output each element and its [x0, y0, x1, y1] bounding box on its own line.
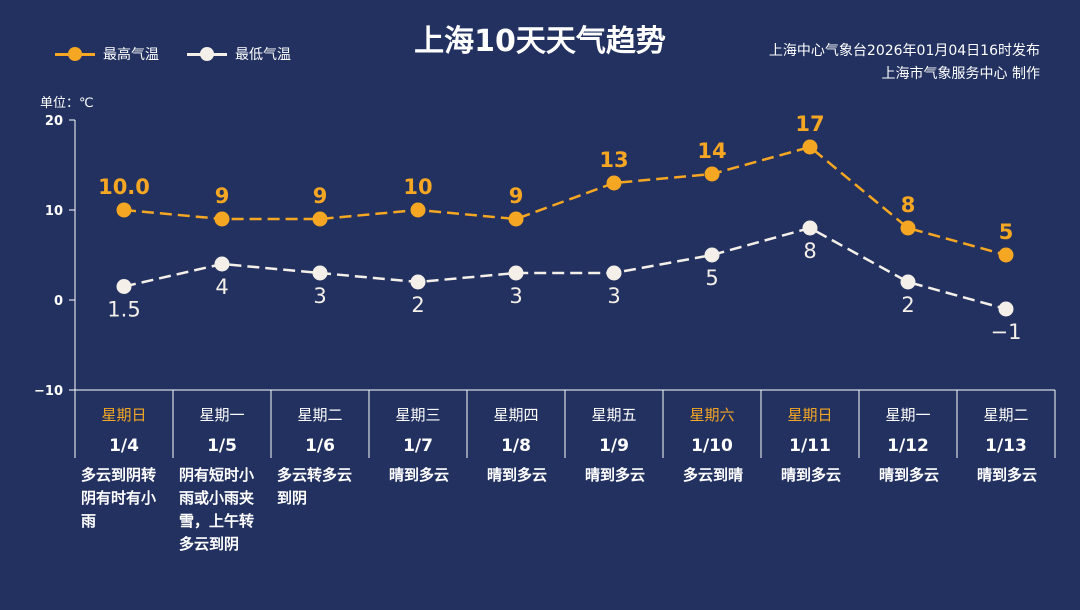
date-label: 1/9: [599, 436, 629, 456]
date-label: 1/6: [305, 436, 335, 456]
weather-description: 多云到晴: [682, 466, 743, 484]
day-column: 星期三 1/7 晴到多云: [369, 392, 467, 487]
data-point: [116, 279, 132, 294]
legend-item-low: 最低气温: [187, 44, 291, 64]
legend-label-low: 最低气温: [235, 47, 291, 63]
date-label: 1/11: [789, 436, 831, 456]
source-info: 上海中心气象台2026年01月04日16时发布 上海市气象服务中心 制作: [769, 40, 1040, 86]
legend: 最高气温 最低气温: [55, 44, 291, 64]
weather-description: 多云到阴转阴有时有小雨: [81, 466, 157, 530]
data-point: [214, 211, 230, 227]
date-label: 1/13: [985, 436, 1027, 456]
day-column: 星期六 1/10 多云到晴: [663, 392, 761, 487]
date-label: 1/8: [501, 436, 531, 456]
date-label: 1/4: [109, 436, 139, 456]
series-line-low: [123, 226, 1007, 311]
weather-description: 晴到多云: [878, 466, 939, 484]
data-label: 3: [607, 284, 620, 308]
data-point: [312, 211, 328, 227]
weekday-label: 星期五: [591, 406, 637, 424]
weather-description: 晴到多云: [976, 466, 1037, 484]
source-line-2: 上海市气象服务中心 制作: [881, 66, 1040, 82]
y-tick-label: −10: [34, 384, 63, 399]
legend-swatch-low: [187, 47, 227, 61]
day-column: 星期一 1/5 阴有短时小雨或小雨夹雪，上午转多云到阴: [173, 392, 271, 556]
unit-label: 单位：℃: [40, 96, 94, 111]
weekday-label: 星期四: [493, 406, 539, 424]
data-point: [410, 202, 426, 218]
data-point: [704, 247, 720, 263]
weather-description: 晴到多云: [780, 466, 841, 484]
data-label: 1.5: [107, 298, 140, 322]
legend-label-high: 最高气温: [103, 47, 159, 63]
data-point: [900, 220, 916, 236]
chart-title: 上海10天天气趋势: [414, 24, 666, 59]
weekday-label: 星期一: [885, 406, 931, 424]
weather-description: 多云转多云到阴: [277, 466, 353, 507]
weekday-label: 星期日: [101, 406, 147, 424]
data-label: 8: [803, 239, 816, 263]
weather-description: 晴到多云: [388, 466, 449, 484]
data-label: 9: [215, 184, 230, 208]
data-label: −1: [991, 320, 1022, 344]
date-label: 1/12: [887, 436, 929, 456]
data-label: 9: [509, 184, 524, 208]
data-point: [508, 211, 524, 227]
day-column: 星期日 1/4 多云到阴转阴有时有小雨: [75, 392, 173, 533]
data-label: 10: [403, 175, 432, 199]
data-point: [802, 139, 818, 155]
day-column: 星期一 1/12 晴到多云: [859, 392, 957, 487]
data-label: 17: [795, 112, 824, 136]
weather-description: 晴到多云: [584, 466, 645, 484]
weekday-label: 星期二: [297, 406, 343, 424]
data-point: [214, 256, 230, 272]
y-tick-label: 10: [45, 204, 63, 219]
weekday-label: 星期三: [395, 406, 441, 424]
day-column: 星期五 1/9 晴到多云: [565, 392, 663, 487]
day-column: 星期二 1/6 多云转多云到阴: [271, 392, 369, 510]
day-column: 星期四 1/8 晴到多云: [467, 392, 565, 487]
legend-swatch-high: [55, 47, 95, 61]
weekday-label: 星期六: [689, 406, 735, 424]
day-column: 星期二 1/13 晴到多云: [957, 392, 1055, 487]
y-tick-label: 0: [54, 294, 63, 309]
weather-description: 阴有短时小雨或小雨夹雪，上午转多云到阴: [179, 466, 255, 553]
data-label: 3: [313, 284, 326, 308]
source-line-1: 上海中心气象台2026年01月04日16时发布: [768, 43, 1040, 59]
data-point: [116, 202, 132, 218]
data-point: [998, 301, 1014, 317]
date-label: 1/10: [691, 436, 733, 456]
data-point: [606, 175, 622, 191]
weather-description: 晴到多云: [486, 466, 547, 484]
data-label: 5: [999, 220, 1014, 244]
date-label: 1/7: [403, 436, 433, 456]
weekday-label: 星期二: [983, 406, 1029, 424]
data-point: [606, 265, 622, 281]
data-point: [410, 274, 426, 290]
data-label: 2: [411, 293, 424, 317]
data-point: [802, 220, 818, 236]
data-label: 14: [697, 139, 726, 163]
y-tick-label: 20: [45, 114, 63, 129]
data-label: 9: [313, 184, 328, 208]
legend-item-high: 最高气温: [55, 44, 159, 64]
series-line-high: [123, 145, 1007, 257]
data-point: [900, 274, 916, 290]
weekday-label: 星期一: [199, 406, 245, 424]
data-point: [508, 265, 524, 281]
day-column: 星期日 1/11 晴到多云: [761, 392, 859, 487]
data-label: 2: [901, 293, 914, 317]
data-point: [998, 247, 1014, 263]
data-label: 4: [215, 275, 228, 299]
data-label: 10.0: [98, 175, 150, 199]
data-label: 5: [705, 266, 718, 290]
data-label: 3: [509, 284, 522, 308]
data-label: 8: [901, 193, 916, 217]
weekday-label: 星期日: [787, 406, 833, 424]
data-point: [312, 265, 328, 281]
data-point: [704, 166, 720, 182]
data-label: 13: [599, 148, 628, 172]
date-label: 1/5: [207, 436, 237, 456]
